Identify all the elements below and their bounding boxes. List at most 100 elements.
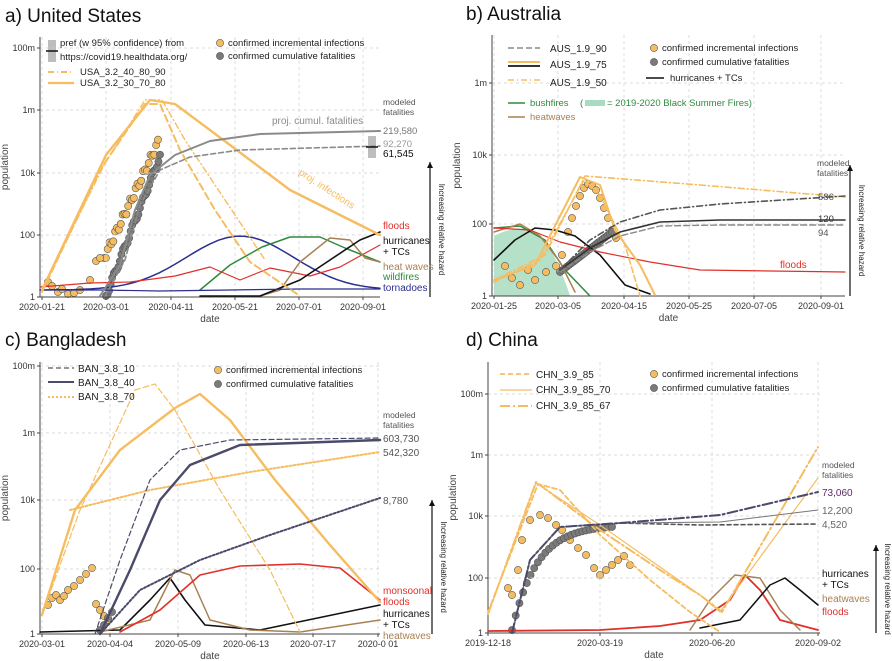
proj-cumul-fatalities-solid bbox=[99, 130, 381, 297]
hazard-label-floods: floods bbox=[383, 221, 410, 232]
x-tick-label: 2020-07-17 bbox=[290, 639, 336, 649]
confirmed-cumulative-fatality-point bbox=[154, 157, 163, 166]
confirmed-incremental-infection-point bbox=[137, 176, 146, 185]
y-tick-label: 10k bbox=[20, 168, 35, 178]
wildfires-curve-blue bbox=[39, 235, 381, 291]
hurricanes-curve bbox=[493, 227, 651, 295]
confirmed-incremental-infection-point bbox=[76, 576, 84, 584]
y-tick-label: 1m bbox=[22, 428, 35, 438]
floods-curve bbox=[39, 244, 381, 288]
legend-label: CHN_3.9_85 bbox=[536, 370, 594, 381]
ban-40-fatalities bbox=[98, 438, 382, 636]
fatality-value: 12,200 bbox=[822, 506, 853, 517]
x-tick-label: 2020-09-01 bbox=[340, 302, 386, 312]
x-tick-label: 2020-06-13 bbox=[223, 639, 269, 649]
legend-label: hurricanes + TCs bbox=[670, 73, 743, 84]
legend-label: BAN_3.8_70 bbox=[78, 392, 135, 403]
legend-label: confirmed cumulative fatalities bbox=[228, 51, 355, 62]
chn-85-70-infections bbox=[487, 477, 819, 615]
y-tick-label: 1m bbox=[22, 105, 35, 115]
hazard-axis-label: Increasing relative hazard bbox=[437, 184, 446, 276]
usa-40-80-90-infections-alt bbox=[41, 99, 266, 291]
hazard-label-heatwaves: heatwaves bbox=[383, 631, 431, 642]
legend-label: confirmed cumulative fatalities bbox=[226, 379, 353, 390]
heatwaves-curve bbox=[493, 223, 576, 293]
heat-waves-curve bbox=[259, 237, 381, 297]
confirmed-cumulative-fatality-point bbox=[156, 150, 164, 159]
legend-dot-fatalities bbox=[650, 58, 658, 66]
modeled-fatalities-label: modeled fatalities bbox=[383, 410, 416, 430]
legend-label-paren: ( bbox=[580, 98, 584, 109]
confirmed-incremental-infection-point bbox=[526, 516, 534, 524]
y-tick-label: 100m bbox=[12, 361, 35, 371]
legend-dot-infections bbox=[216, 39, 224, 47]
hazard-label-floods: floods bbox=[822, 607, 849, 618]
hazard-label-hurricanes: hurricanes + TCs bbox=[383, 236, 430, 258]
x-tick-label: 2020-03-01 bbox=[19, 639, 65, 649]
legend-dot-fatalities bbox=[214, 380, 222, 388]
confirmed-incremental-infection-point bbox=[518, 536, 526, 544]
hazard-label-heat-waves: heat waves bbox=[383, 262, 434, 273]
aus-75-fatalities bbox=[559, 219, 846, 271]
legend-label: pref (w 95% confidence) from bbox=[60, 38, 184, 49]
modeled-fatalities-label: modeled fatalities bbox=[817, 158, 850, 178]
y-axis-label: population bbox=[448, 474, 459, 520]
confirmed-incremental-infection-point bbox=[558, 251, 566, 259]
legend-label: USA_3.2_40_80_90 bbox=[80, 67, 166, 78]
y-tick-label: 100m bbox=[12, 43, 35, 53]
x-tick-label: 2020-07-05 bbox=[731, 301, 777, 311]
x-tick-label: 2020-04-11 bbox=[148, 302, 193, 312]
confirmed-incremental-infection-point bbox=[501, 262, 509, 270]
aus-50-fatalities bbox=[559, 195, 846, 271]
x-tick-label: 2020-06-20 bbox=[689, 638, 735, 648]
hurricanes-curve bbox=[699, 577, 819, 629]
confirmed-incremental-infection-point bbox=[608, 561, 616, 569]
x-tick-label: 2020-03-19 bbox=[577, 638, 623, 648]
modeled-fatalities-label: modeled fatalities bbox=[383, 97, 416, 117]
y-tick-label: 1 bbox=[482, 291, 487, 301]
y-tick-label: 10k bbox=[472, 150, 487, 160]
legend-label: confirmed cumulative fatalities bbox=[662, 383, 789, 394]
legend-label: confirmed incremental infections bbox=[228, 38, 364, 49]
legend-label: confirmed incremental infections bbox=[662, 369, 798, 380]
x-tick-label: 2020-01-25 bbox=[471, 301, 517, 311]
x-tick-label: 2020-05-09 bbox=[155, 639, 201, 649]
legend-label-heatwaves: heatwaves bbox=[530, 112, 576, 123]
proj-cumul-fatalities-dashed bbox=[104, 145, 381, 297]
fatality-value: 61,545 bbox=[383, 149, 414, 160]
annotation-proj-fatalities: proj. cumul. fatalities bbox=[272, 116, 363, 127]
confirmed-incremental-infection-point bbox=[122, 210, 131, 219]
confirmed-incremental-infection-point bbox=[544, 514, 552, 522]
hurricanes-curve bbox=[199, 231, 381, 297]
y-tick-label: 1m bbox=[470, 450, 483, 460]
confirmed-incremental-infection-point bbox=[542, 268, 550, 276]
y-axis-label: population bbox=[0, 475, 11, 521]
x-tick-label: 2020-03-01 bbox=[83, 302, 129, 312]
confirmed-incremental-infection-point bbox=[508, 591, 516, 599]
fatality-value: 603,730 bbox=[383, 434, 420, 445]
confirmed-incremental-infection-point bbox=[572, 202, 580, 210]
fatality-value: 73,060 bbox=[822, 488, 853, 499]
confirmed-incremental-infection-point bbox=[592, 186, 600, 194]
annotation-proj-infections: proj. infections bbox=[296, 167, 356, 211]
confirmed-incremental-infection-point bbox=[154, 135, 162, 144]
legend-dot-infections bbox=[214, 366, 222, 374]
fatality-value: 219,580 bbox=[383, 126, 417, 137]
confirmed-incremental-infection-point bbox=[109, 237, 118, 246]
hazard-label-floods: floods bbox=[780, 260, 807, 271]
x-tick-label: 2020-09-02 bbox=[795, 638, 841, 648]
legend-label: AUS_1.9_50 bbox=[550, 78, 607, 89]
confirmed-incremental-infection-point bbox=[64, 586, 72, 594]
legend-label-fires: = 2019-2020 Black Summer Fires) bbox=[607, 98, 752, 109]
legend-label: BAN_3.8_40 bbox=[78, 378, 135, 389]
y-tick-label: 1 bbox=[478, 628, 483, 638]
y-tick-label: 1 bbox=[30, 629, 35, 639]
aus-50-infections bbox=[493, 175, 846, 281]
y-axis-label: population bbox=[452, 142, 463, 188]
confirmed-incremental-infection-point bbox=[568, 214, 576, 222]
confirmed-incremental-infection-point bbox=[574, 544, 582, 552]
x-tick-label: 2020-01-21 bbox=[19, 302, 65, 312]
confirmed-incremental-infection-point bbox=[88, 564, 96, 572]
aus-75-infections bbox=[493, 176, 656, 296]
confirmed-cumulative-fatality-point bbox=[530, 564, 539, 573]
